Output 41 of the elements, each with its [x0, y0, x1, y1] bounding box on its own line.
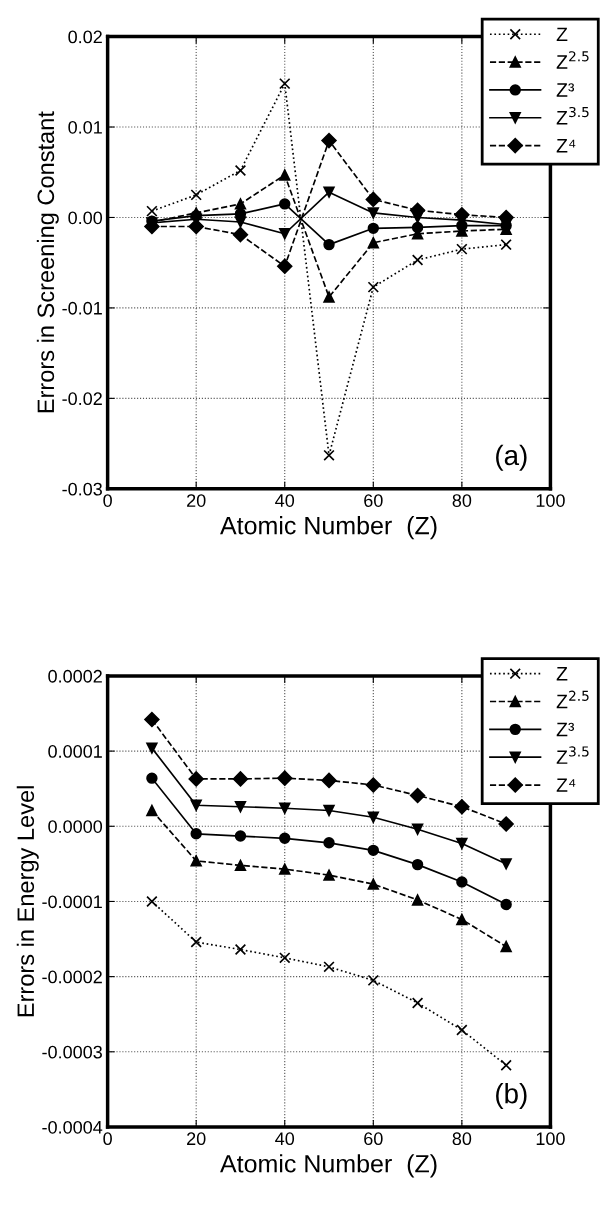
y-tick-label: -0.03	[62, 482, 102, 496]
y-tick-label: -0.0003	[42, 1045, 102, 1059]
y-tick-label: -0.0004	[42, 1120, 103, 1134]
x-tick-label: 40	[275, 494, 295, 507]
y-tick-label: -0.0001	[42, 895, 102, 909]
x-tick-label: 20	[187, 1132, 206, 1146]
legend-label: Z³	[556, 722, 575, 737]
y-tick-label: -0.01	[62, 301, 102, 315]
annotation: (b)	[496, 1083, 527, 1109]
y-tick-label: 0.02	[68, 30, 102, 44]
y-tick-label: 0.00	[68, 211, 103, 225]
y-axis-title: Errors in Screening Constant	[36, 111, 59, 413]
x-tick-label: 40	[275, 1132, 295, 1146]
legend-label: Z⁴	[556, 139, 576, 153]
x-tick-label: 80	[452, 1132, 472, 1146]
x-tick-label: 0	[103, 494, 112, 507]
x-tick-label: 100	[536, 1132, 565, 1146]
x-tick-label: 20	[187, 494, 206, 507]
x-tick-label: 80	[452, 494, 472, 507]
x-tick-label: 60	[364, 494, 383, 507]
y-tick-label: -0.02	[62, 392, 102, 406]
legend-label: Z$^{3.5}$	[556, 746, 589, 764]
y-tick-label: 0.0002	[48, 669, 102, 683]
legend-label: Z⁴	[556, 778, 576, 792]
y-tick-label: -0.0002	[42, 970, 102, 984]
y-axis-title: Errors in Energy Level	[16, 786, 39, 1017]
y-tick-label: 0.0001	[48, 745, 102, 758]
legend-label: Z$^{2.5}$	[556, 51, 589, 69]
y-tick-label: 0.0000	[48, 820, 103, 833]
legend-label: Z	[556, 667, 568, 681]
x-tick-label: 60	[364, 1132, 383, 1146]
y-tick-label: 0.01	[68, 120, 102, 134]
x-tick-label: 100	[536, 494, 565, 507]
legend-label: Z$^{2.5}$	[556, 690, 589, 709]
x-tick-label: 0	[103, 1132, 112, 1146]
legend-label: Z	[556, 27, 568, 42]
x-axis-title: Atomic Number (Z)	[220, 1154, 437, 1178]
legend-label: Z$^{3.5}$	[556, 106, 589, 125]
annotation: (a)	[496, 444, 527, 471]
legend-label: Z³	[556, 83, 575, 97]
x-axis-title: Atomic Number (Z)	[220, 516, 437, 540]
